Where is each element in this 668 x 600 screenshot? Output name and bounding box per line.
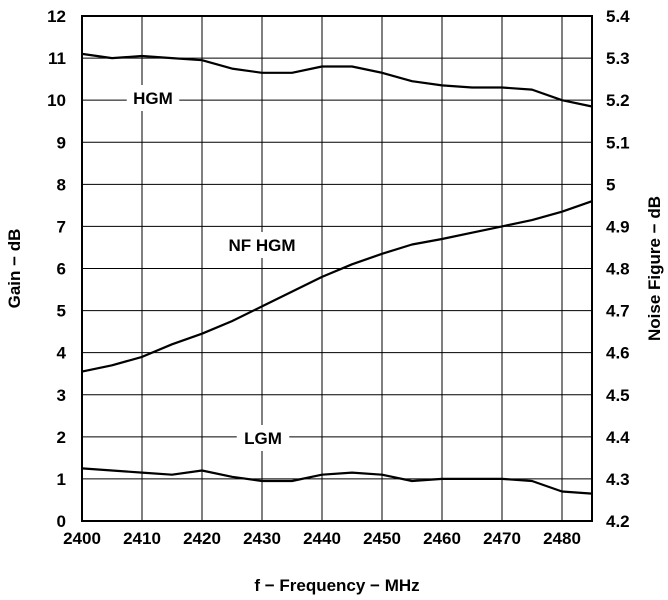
- y-tick-label: 10: [47, 91, 66, 110]
- y-axis-title: Gain − dB: [5, 229, 24, 309]
- annotation-hgm: HGM: [133, 89, 173, 108]
- series-line-hgm: [81, 52, 593, 108]
- y-tick-label: 0: [57, 512, 66, 531]
- y-tick-label: 2: [57, 428, 66, 447]
- y2-tick-label: 4.5: [606, 386, 630, 405]
- series-lines: [81, 52, 593, 495]
- y2-tick-label: 5.3: [606, 49, 630, 68]
- annotation-lgm: LGM: [244, 429, 282, 448]
- y-tick-label: 12: [47, 7, 66, 26]
- series-line-lgm: [81, 467, 593, 495]
- y2-tick-label: 5.2: [606, 91, 630, 110]
- x-tick-label: 2420: [183, 529, 221, 548]
- x-tick-label: 2470: [483, 529, 521, 548]
- x-tick-label: 2440: [303, 529, 341, 548]
- y-tick-label: 11: [48, 49, 66, 68]
- annotation-bg: [218, 232, 306, 258]
- x-tick-label: 2480: [543, 529, 581, 548]
- x-tick-label: 2460: [423, 529, 461, 548]
- x-tick-label: 2410: [123, 529, 161, 548]
- y2-tick-label: 5.1: [606, 133, 630, 152]
- y2-tick-label: 5: [606, 175, 615, 194]
- y-tick-label: 1: [57, 470, 66, 489]
- y2-tick-label: 4.3: [606, 470, 630, 489]
- y2-tick-label: 4.9: [606, 217, 630, 236]
- y-tick-label: 5: [57, 302, 66, 321]
- y-tick-label: 4: [57, 344, 67, 363]
- annotation-bg: [236, 425, 290, 451]
- x-tick-label: 2430: [243, 529, 281, 548]
- y2-axis-title: Noise Figure − dB: [645, 196, 664, 341]
- y-tick-label: 6: [57, 260, 66, 279]
- y-tick-label: 7: [57, 217, 66, 236]
- y2-tick-label: 4.2: [606, 512, 630, 531]
- series-line-nf-hgm: [81, 200, 593, 373]
- annotations: HGM NF HGM LGM: [126, 85, 306, 451]
- y-tick-label: 9: [57, 133, 66, 152]
- annotation-nf-hgm: NF HGM: [228, 236, 295, 255]
- y2-tick-label: 4.7: [606, 302, 630, 321]
- x-tick-label: 2450: [363, 529, 401, 548]
- y2-tick-label: 4.4: [606, 428, 630, 447]
- y2-tick-label: 4.6: [606, 344, 630, 363]
- y2-tick-label: 5.4: [606, 7, 630, 26]
- tick-labels: 2400 2410 2420 2430 2440 2450 2460 2470 24800123…: [47, 7, 630, 548]
- annotation-bg: [126, 85, 180, 111]
- y-tick-label: 8: [57, 175, 66, 194]
- y2-tick-label: 4.8: [606, 260, 630, 279]
- plot-frame: [81, 15, 593, 522]
- y-tick-label: 3: [57, 386, 66, 405]
- x-tick-label: 2400: [63, 529, 101, 548]
- x-axis-title: f − Frequency − MHz: [254, 576, 419, 595]
